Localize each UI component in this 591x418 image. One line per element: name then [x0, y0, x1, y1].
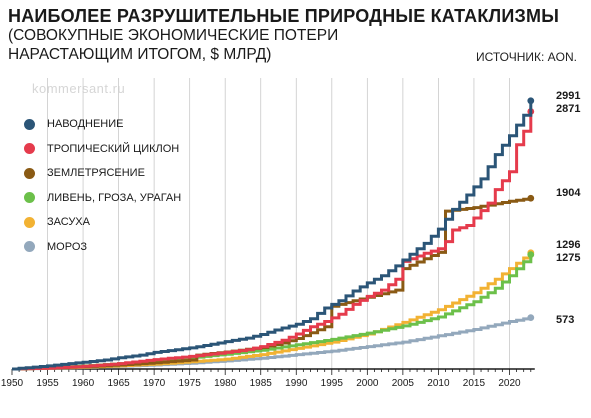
- legend-item-наводнение: НАВОДНЕНИЕ: [24, 112, 181, 137]
- x-tick-label-1990: 1990: [285, 378, 308, 389]
- legend-swatch-тропический-циклон: [24, 143, 35, 155]
- x-tick-label-2020: 2020: [498, 378, 521, 389]
- legend-label-наводнение: НАВОДНЕНИЕ: [47, 118, 124, 131]
- chart-subtitle-line-1: (СОВОКУПНЫЕ ЭКОНОМИЧЕСКИЕ ПОТЕРИ: [8, 27, 339, 44]
- x-tick-label-1995: 1995: [321, 378, 344, 389]
- title-block: НАИБОЛЕЕ РАЗРУШИТЕЛЬНЫЕ ПРИРОДНЫЕ КАТАКЛ…: [8, 6, 559, 64]
- x-tick-label-2015: 2015: [463, 378, 486, 389]
- x-tick-label-1980: 1980: [214, 378, 237, 389]
- watermark: kommersant.ru: [32, 81, 126, 96]
- chart-title: НАИБОЛЕЕ РАЗРУШИТЕЛЬНЫЕ ПРИРОДНЫЕ КАТАКЛ…: [8, 6, 560, 26]
- legend-label-мороз: МОРОЗ: [47, 240, 88, 253]
- source-label: ИСТОЧНИК: AON.: [475, 50, 577, 64]
- x-tick-label-1955: 1955: [36, 378, 59, 389]
- end-value-label-наводнение: 2991: [556, 90, 580, 102]
- legend-swatch-землетрясение: [24, 167, 35, 179]
- legend-swatch-ливень-гроза-ураган: [24, 192, 35, 204]
- end-value-label-мороз: 573: [556, 314, 574, 326]
- legend-item-засуха: ЗАСУХА: [24, 210, 181, 235]
- x-tick-label-1975: 1975: [179, 378, 202, 389]
- legend-item-мороз: МОРОЗ: [24, 235, 181, 260]
- x-tick-label-1965: 1965: [107, 378, 130, 389]
- series-end-point-землетрясение: [527, 194, 535, 202]
- x-tick-label-1985: 1985: [250, 378, 273, 389]
- x-tick-label-1960: 1960: [72, 378, 95, 389]
- legend-label-засуха: ЗАСУХА: [47, 216, 90, 229]
- x-tick-label-2010: 2010: [427, 378, 450, 389]
- series-line-ливень-гроза-ураган: [12, 254, 533, 371]
- x-tick-label-2000: 2000: [356, 378, 379, 389]
- legend-item-землетрясение: ЗЕМЛЕТРЯСЕНИЕ: [24, 161, 181, 186]
- series-end-point-ливень-гроза-ураган: [527, 251, 535, 259]
- end-value-label-ливень-гроза-ураган: 1275: [556, 252, 580, 264]
- x-tick-label-2005: 2005: [392, 378, 415, 389]
- end-value-label-тропический-циклон: 2871: [556, 103, 580, 115]
- x-tick-label-1950: 1950: [1, 378, 24, 389]
- end-value-label-землетрясение: 1904: [556, 187, 581, 199]
- legend-item-тропический-циклон: ТРОПИЧЕСКИЙ ЦИКЛОН: [24, 137, 181, 162]
- legend-item-ливень-гроза-ураган: ЛИВЕНЬ, ГРОЗА, УРАГАН: [24, 186, 181, 211]
- legend-swatch-засуха: [24, 216, 35, 228]
- series-line-тропический-циклон: [12, 111, 533, 371]
- series-end-point-наводнение: [527, 97, 535, 105]
- legend-swatch-мороз: [24, 241, 35, 253]
- x-axis-ticks: [11, 369, 532, 375]
- legend-swatch-наводнение: [24, 118, 35, 130]
- legend-label-ливень-гроза-ураган: ЛИВЕНЬ, ГРОЗА, УРАГАН: [47, 191, 182, 204]
- legend-label-землетрясение: ЗЕМЛЕТРЯСЕНИЕ: [47, 167, 145, 180]
- end-value-label-засуха: 1296: [556, 239, 580, 251]
- chart-subtitle-line-2: НАРАСТАЮЩИМ ИТОГОМ, $ МЛРД): [8, 46, 272, 63]
- gridlines: [47, 78, 510, 369]
- legend-label-тропический-циклон: ТРОПИЧЕСКИЙ ЦИКЛОН: [47, 142, 180, 155]
- series-line-наводнение: [12, 100, 533, 371]
- legend: НАВОДНЕНИЕ ТРОПИЧЕСКИЙ ЦИКЛОН ЗЕМЛЕТРЯСЕНИ…: [24, 112, 181, 259]
- series-end-point-мороз: [527, 314, 535, 322]
- x-tick-label-1970: 1970: [143, 378, 166, 389]
